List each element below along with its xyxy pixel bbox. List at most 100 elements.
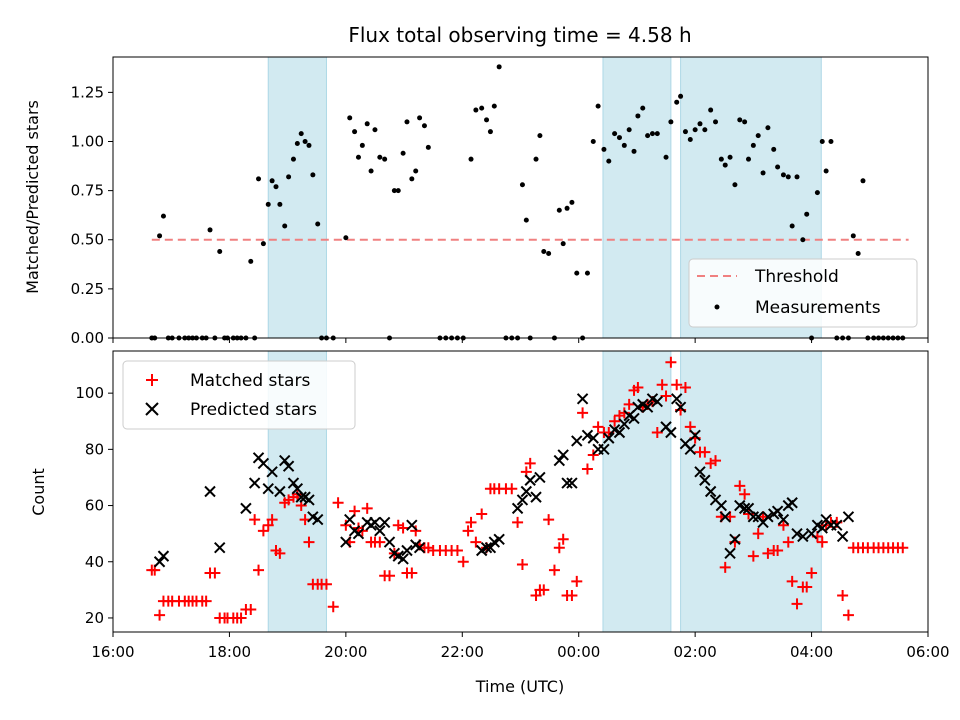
matched-star-marker [154,609,166,621]
predicted-star-marker [383,536,396,548]
top-y-tick-label: 1.25 [71,83,104,101]
predicted-star-marker [689,429,701,442]
measurement-point [417,115,423,121]
measurement-point [645,133,651,139]
predicted-star-marker [762,511,774,523]
matched-star-marker [571,575,583,587]
top-y-axis: 0.00 0.25 0.50 0.75 1.00 1.25 [71,83,113,347]
measurement-point [746,156,752,162]
matched-star-marker [842,609,854,621]
top-y-tick-label: 0.00 [71,329,104,347]
matched-star-marker [587,449,599,461]
predicted-star-marker [671,393,683,405]
predicted-star-marker [516,494,529,506]
matched-star-marker [665,356,677,368]
measurement-point [819,138,825,144]
measurement-point [584,270,590,276]
measurement-point [359,142,365,148]
matched-star-marker [618,407,630,419]
matched-star-marker [530,589,542,601]
measurement-point [727,154,733,160]
legend-threshold-label: Threshold [754,267,839,287]
predicted-star-marker [204,485,216,498]
predicted-star-marker [719,511,731,523]
measurement-point [814,190,820,196]
matched-star-marker [651,426,663,438]
matched-star-marker [566,589,578,601]
measurement-point [780,172,786,178]
matched-star-marker [245,604,257,616]
measurement-point [269,178,275,184]
measurement-point [800,237,806,243]
measurement-point [207,227,213,233]
top-legend: Threshold Measurements [688,258,918,328]
predicted-star-marker [576,393,589,405]
measurement-point [368,168,374,174]
matched-star-marker [837,589,849,601]
predicted-star-marker [295,491,307,503]
measurement-point [294,140,300,146]
matched-star-marker [752,528,764,540]
measurement-point [546,251,552,257]
predicted-star-marker [534,471,546,484]
measurement-point [631,148,637,154]
bottom-axes-frame [112,350,929,633]
bottom-legend: Matched stars Predicted stars [122,360,356,430]
matched-star-marker [253,564,265,576]
x-tick-label: 00:00 [557,643,600,661]
predicted-star-marker [274,485,286,498]
matched-star-marker [710,455,722,467]
predicted-star-marker [665,426,677,439]
measurement-point [372,127,378,133]
measurement-point [682,129,688,135]
legend-matched-label: Matched stars [190,371,310,391]
predicted-star-marker [279,454,291,467]
top-y-tick-label: 0.25 [71,280,104,298]
x-tick-label: 02:00 [674,643,717,661]
matched-star-marker [457,556,469,568]
predicted-star-marker [401,544,413,557]
measurement-point [404,119,410,125]
predicted-star-marker [618,418,631,430]
top-panel: 0.00 0.25 0.50 0.75 1.00 1.25 Matched/Predict… [23,56,929,347]
matched-star-marker [340,519,352,531]
measurement-point [789,223,795,229]
measurement-point [785,174,791,180]
predicted-star-marker [816,522,828,534]
measurement-point [413,168,419,174]
matched-star-marker [249,514,261,526]
legend-matched-swatch [146,374,158,386]
matched-star-marker [524,457,536,469]
predicted-star-marker [747,511,760,523]
measurement-point [760,170,766,176]
predicted-star-marker [413,541,426,554]
measurement-point [621,142,627,148]
measurement-point [687,137,693,143]
top-y-tick-label: 0.50 [71,231,104,249]
matched-star-marker [609,415,621,427]
predicted-star-marker [378,516,391,529]
matched-star-marker [320,578,332,590]
measurement-point [697,121,703,127]
predicted-star-marker [248,477,261,489]
measurement-point [302,138,308,144]
matched-star-marker [397,522,409,534]
predicted-star-marker [257,457,270,470]
measurement-point [400,150,406,156]
measurement-point [595,103,601,109]
measurement-point [771,146,777,152]
bottom-y-tick-label: 40 [85,553,104,571]
matched-star-marker [660,390,672,402]
matched-star-marker [897,542,909,554]
top-y-tick-label: 1.00 [71,132,104,150]
measurement-point [364,121,370,127]
matched-star-marker [257,525,269,537]
measurement-point [425,144,431,150]
matched-star-marker [772,545,784,557]
measurement-point [718,156,724,162]
predicted-star-marker [786,497,798,509]
x-tick-label: 20:00 [324,643,367,661]
measurement-point [519,182,525,188]
predicted-star-marker [791,527,803,540]
measurement-point [343,235,349,241]
